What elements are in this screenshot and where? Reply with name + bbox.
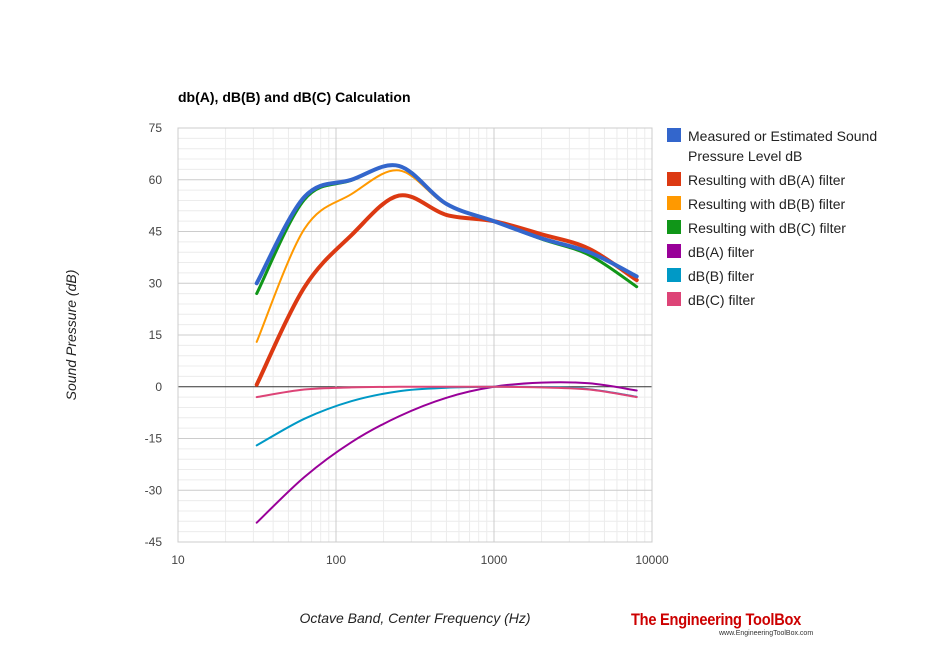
legend-label: Resulting with dB(C) filter — [688, 220, 846, 236]
legend-label: Measured or Estimated Sound — [688, 128, 877, 144]
y-tick-label: 30 — [149, 276, 163, 290]
series-line — [255, 381, 638, 524]
x-tick-label: 1000 — [481, 553, 508, 567]
x-tick-label: 100 — [326, 553, 346, 567]
series-line — [254, 193, 639, 387]
brand-name: The Engineering ToolBox — [631, 610, 802, 629]
y-tick-label: -45 — [145, 535, 163, 549]
y-tick-label: -30 — [145, 483, 163, 497]
series-layer — [254, 163, 639, 524]
legend-swatch — [667, 292, 681, 306]
series-line — [255, 385, 638, 399]
legend-label: dB(B) filter — [688, 268, 754, 284]
y-tick-label: -15 — [145, 432, 163, 446]
x-tick-label: 10000 — [635, 553, 669, 567]
legend-label: dB(C) filter — [688, 292, 755, 308]
legend-label: Resulting with dB(A) filter — [688, 172, 846, 188]
legend-label: Resulting with dB(B) filter — [688, 196, 846, 212]
x-axis-title: Octave Band, Center Frequency (Hz) — [299, 610, 530, 626]
legend-label: dB(A) filter — [688, 244, 754, 260]
legend-swatch — [667, 172, 681, 186]
legend-swatch — [667, 220, 681, 234]
y-tick-label: 0 — [155, 380, 162, 394]
legend-swatch — [667, 128, 681, 142]
y-tick-labels: 75 60 45 30 15 0 -15 -30 -45 — [145, 121, 163, 549]
y-tick-label: 45 — [149, 225, 163, 239]
grid — [177, 127, 653, 543]
legend-swatch — [667, 268, 681, 282]
legend-swatch — [667, 196, 681, 210]
engineering-toolbox-logo: The Engineering ToolBox www.EngineeringT… — [631, 610, 831, 638]
brand-url: www.EngineeringToolBox.com — [719, 630, 814, 637]
x-tick-label: 10 — [171, 553, 185, 567]
chart-title: db(A), dB(B) and dB(C) Calculation — [178, 89, 411, 105]
y-tick-label: 60 — [149, 173, 163, 187]
series-line — [254, 163, 639, 286]
x-tick-labels: 10 100 1000 10000 — [171, 553, 669, 567]
y-tick-label: 15 — [149, 328, 163, 342]
legend: Measured or Estimated Sound Pressure Leve… — [667, 128, 877, 308]
y-tick-label: 75 — [149, 121, 163, 135]
y-axis-title: Sound Pressure (dB) — [63, 270, 79, 401]
legend-label-line2: Pressure Level dB — [688, 148, 802, 164]
legend-swatch — [667, 244, 681, 258]
